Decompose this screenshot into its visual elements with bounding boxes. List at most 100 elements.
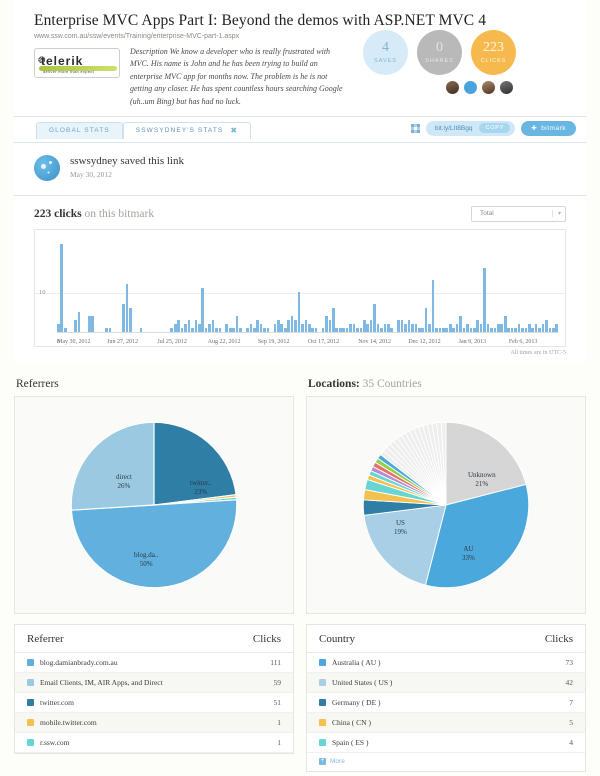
row-label: Email Clients, IM, AIR Apps, and Direct <box>40 677 163 687</box>
row-left: r.ssw.com <box>27 738 70 747</box>
chart-bar <box>448 323 452 332</box>
chart-bar <box>325 315 328 332</box>
chart-bar <box>359 327 363 332</box>
close-icon[interactable]: ✖ <box>230 126 239 136</box>
chart-bar <box>531 327 535 332</box>
table-row[interactable]: Email Clients, IM, AIR Apps, and Direct 5… <box>15 672 293 693</box>
chart-bar <box>283 327 287 332</box>
row-left: Australia ( AU ) <box>319 658 381 667</box>
user-avatar[interactable] <box>34 154 60 181</box>
chart-bar <box>479 323 483 332</box>
row-label: Spain ( ES ) <box>332 737 369 747</box>
metric-select[interactable]: Total ▾ <box>471 205 566 222</box>
tab-user-stats[interactable]: SSWSYDNEY'S STATS ✖ <box>122 121 252 139</box>
color-swatch-icon <box>27 738 34 746</box>
pie-slice[interactable] <box>70 421 155 511</box>
row-left: Email Clients, IM, AIR Apps, and Direct <box>27 678 163 687</box>
chart-bar <box>438 327 442 332</box>
pie-slice[interactable] <box>153 421 237 506</box>
chart-bar <box>235 315 239 332</box>
row-clicks: 42 <box>565 677 574 687</box>
table-row[interactable]: United States ( US ) 42 <box>307 672 585 693</box>
qr-code-icon[interactable] <box>410 123 420 133</box>
locations-more-button[interactable]: + More <box>307 753 585 771</box>
row-label: Germany ( DE ) <box>332 697 381 707</box>
referrers-title: Referrers <box>16 377 59 390</box>
long-url[interactable]: www.ssw.com.au/ssw/events/Training/enter… <box>34 33 240 40</box>
chart-bar <box>417 327 421 332</box>
locations-pie-card[interactable]: Unknown 21% US 19% AU 33% <box>306 395 586 614</box>
chart-bar <box>259 323 263 332</box>
stat-shares-value: 0 <box>436 40 443 55</box>
pie-label-twitter-pct: 23% <box>194 487 208 496</box>
pie-label-direct: direct 26% <box>116 473 132 491</box>
pie-label-blog: blog.da.. 50% <box>134 551 158 569</box>
chart-bar <box>497 323 500 332</box>
pie-slice[interactable] <box>70 499 238 589</box>
pie-label-unknown: Unknown 21% <box>468 471 496 489</box>
avatar[interactable] <box>499 80 514 95</box>
chart-x-tick: Sep 19, 2012 <box>257 338 290 345</box>
pie-slice[interactable] <box>440 421 447 505</box>
referrers-pie-card[interactable]: direct 26% twitter.. 23% blog.da.. 50% <box>14 395 294 614</box>
stat-shares[interactable]: 0 SHARES <box>417 30 462 75</box>
row-label: blog.damianbrady.com.au <box>40 657 118 667</box>
clicks-title: 223 clicks on this bitmark <box>34 208 154 220</box>
chart-bar <box>139 327 143 332</box>
clicks-count: 223 clicks <box>34 207 82 220</box>
logo-text: telerik <box>41 54 84 68</box>
avatar[interactable] <box>445 80 460 95</box>
clicks-section: 223 clicks on this bitmark Total ▾ 10 0 … <box>14 195 586 364</box>
table-row[interactable]: Spain ( ES ) 4 <box>307 733 585 753</box>
chart-bar <box>545 319 548 332</box>
saved-row: sswsydney saved this link May 30, 2012 <box>14 142 586 196</box>
clicks-chart[interactable]: 10 0 May 30, 2012 Jun 27, 2012 Jul 25, 201… <box>34 228 566 347</box>
chart-bar <box>548 327 552 332</box>
chart-bar <box>314 327 318 332</box>
chart-bar <box>345 327 349 332</box>
table-row[interactable]: Australia ( AU ) 73 <box>307 653 585 673</box>
chart-bar <box>455 323 459 332</box>
chart-bar <box>184 323 187 332</box>
copy-button[interactable]: COPY <box>479 123 511 134</box>
pie-label-blog-text: blog.da.. <box>134 550 159 559</box>
chart-x-tick: Oct 17, 2012 <box>308 338 340 345</box>
row-left: twitter.com <box>27 698 74 707</box>
table-row[interactable]: blog.damianbrady.com.au 111 <box>15 653 293 673</box>
chart-x-tick: May 30, 2012 <box>57 338 91 345</box>
chart-bar <box>356 327 359 332</box>
tab-global-stats[interactable]: GLOBAL STATS <box>36 121 123 139</box>
chart-bar <box>486 323 490 332</box>
locations-country-count: 35 Countries <box>362 377 422 390</box>
chart-bar <box>304 319 308 332</box>
table-row[interactable]: twitter.com 51 <box>15 693 293 713</box>
table-row[interactable]: mobile.twitter.com 1 <box>15 712 293 733</box>
chart-bar <box>462 327 466 332</box>
chart-bar <box>404 323 407 332</box>
bitlink-url[interactable]: bit.ly/LIt8Bgq <box>434 124 473 132</box>
chart-bar <box>277 319 280 332</box>
avatar[interactable] <box>481 80 496 95</box>
pie-slice[interactable] <box>445 421 527 506</box>
pie-label-twitter: twitter.. 23% <box>190 479 211 497</box>
pie-slice[interactable] <box>363 504 447 586</box>
chart-bar <box>527 323 531 332</box>
stat-clicks[interactable]: 223 CLICKS <box>471 30 516 75</box>
row-clicks: 1 <box>277 717 281 727</box>
tab-global-stats-label: GLOBAL STATS <box>49 127 110 135</box>
chart-bars <box>57 236 559 332</box>
bitmark-button[interactable]: ✚ bitmark <box>521 120 576 136</box>
table-row[interactable]: r.ssw.com 1 <box>15 733 293 753</box>
saved-date: May 30, 2012 <box>70 169 112 179</box>
avatar[interactable] <box>463 80 478 95</box>
chart-bar <box>435 327 438 332</box>
stat-saves-label: SAVES <box>374 58 397 64</box>
table-row[interactable]: Germany ( DE ) 7 <box>307 693 585 713</box>
stat-saves[interactable]: 4 SAVES <box>363 30 408 75</box>
chart-bar <box>366 323 370 332</box>
chart-bar <box>472 327 476 332</box>
table-row[interactable]: China ( CN ) 5 <box>307 712 585 733</box>
pie-slice[interactable] <box>424 483 530 589</box>
chart-bar <box>552 327 555 332</box>
locations-table-header: Country Clicks <box>307 625 585 653</box>
